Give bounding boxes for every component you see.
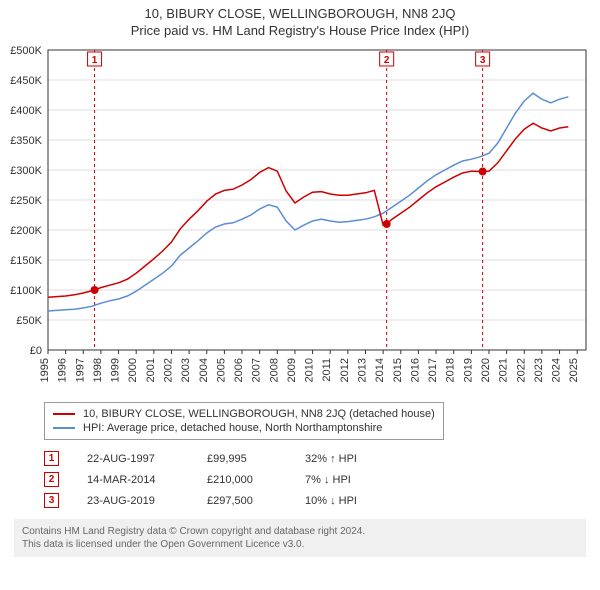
sales-row: 3 23-AUG-2019 £297,500 10% ↓ HPI (44, 490, 586, 511)
page-title: 10, BIBURY CLOSE, WELLINGBOROUGH, NN8 2J… (0, 0, 600, 21)
svg-text:£150K: £150K (10, 255, 42, 267)
svg-text:2016: 2016 (409, 358, 421, 382)
legend-label: 10, BIBURY CLOSE, WELLINGBOROUGH, NN8 2J… (83, 408, 435, 420)
svg-text:2021: 2021 (498, 358, 510, 382)
sales-row: 2 14-MAR-2014 £210,000 7% ↓ HPI (44, 469, 586, 490)
footnote: Contains HM Land Registry data © Crown c… (14, 519, 586, 557)
svg-text:1995: 1995 (39, 358, 51, 382)
legend: 10, BIBURY CLOSE, WELLINGBOROUGH, NN8 2J… (44, 402, 444, 440)
svg-text:2006: 2006 (233, 358, 245, 382)
svg-text:2003: 2003 (180, 358, 192, 382)
sale-date: 23-AUG-2019 (87, 495, 179, 507)
legend-swatch (53, 413, 75, 415)
svg-text:2012: 2012 (339, 358, 351, 382)
svg-text:2024: 2024 (551, 358, 563, 382)
svg-text:1999: 1999 (110, 358, 122, 382)
svg-text:£50K: £50K (16, 315, 42, 327)
page-subtitle: Price paid vs. HM Land Registry's House … (0, 21, 600, 44)
chart: £0 £50K £100K £150K £200K £250K £300K £350K £400… (0, 44, 600, 394)
footnote-line: Contains HM Land Registry data © Crown c… (22, 525, 578, 538)
svg-text:2010: 2010 (304, 358, 316, 382)
sale-date: 22-AUG-1997 (87, 453, 179, 465)
legend-item: 10, BIBURY CLOSE, WELLINGBOROUGH, NN8 2J… (53, 407, 435, 421)
sale-marker-icon: 1 (44, 451, 59, 466)
svg-text:2004: 2004 (198, 358, 210, 382)
svg-text:£200K: £200K (10, 225, 42, 237)
svg-text:1996: 1996 (57, 358, 69, 382)
sale-price: £297,500 (207, 495, 277, 507)
svg-text:2018: 2018 (445, 358, 457, 382)
svg-text:£350K: £350K (10, 135, 42, 147)
svg-text:2008: 2008 (268, 358, 280, 382)
svg-text:£250K: £250K (10, 195, 42, 207)
svg-text:£0: £0 (30, 345, 42, 357)
svg-text:2001: 2001 (145, 358, 157, 382)
svg-text:2019: 2019 (462, 358, 474, 382)
svg-text:1998: 1998 (92, 358, 104, 382)
chart-svg: £0 £50K £100K £150K £200K £250K £300K £350K £400… (0, 44, 600, 394)
svg-text:2017: 2017 (427, 358, 439, 382)
svg-text:£100K: £100K (10, 285, 42, 297)
svg-text:2011: 2011 (321, 358, 333, 382)
svg-text:2002: 2002 (162, 358, 174, 382)
svg-text:1997: 1997 (74, 358, 86, 382)
svg-text:2013: 2013 (357, 358, 369, 382)
sales-row: 1 22-AUG-1997 £99,995 32% ↑ HPI (44, 448, 586, 469)
container: 10, BIBURY CLOSE, WELLINGBOROUGH, NN8 2J… (0, 0, 600, 590)
svg-text:2014: 2014 (374, 358, 386, 382)
sale-hpi-diff: 10% ↓ HPI (305, 495, 395, 507)
sale-marker-icon: 3 (44, 493, 59, 508)
svg-text:£300K: £300K (10, 165, 42, 177)
svg-text:£450K: £450K (10, 75, 42, 87)
svg-text:2009: 2009 (286, 358, 298, 382)
sales-table: 1 22-AUG-1997 £99,995 32% ↑ HPI 2 14-MAR… (44, 448, 586, 511)
svg-text:2000: 2000 (127, 358, 139, 382)
legend-swatch (53, 427, 75, 429)
sale-price: £99,995 (207, 453, 277, 465)
svg-text:2022: 2022 (515, 358, 527, 382)
legend-label: HPI: Average price, detached house, Nort… (83, 422, 382, 434)
svg-text:£500K: £500K (10, 45, 42, 57)
svg-text:2023: 2023 (533, 358, 545, 382)
svg-text:2025: 2025 (568, 358, 580, 382)
sale-marker-icon: 2 (44, 472, 59, 487)
legend-item: HPI: Average price, detached house, Nort… (53, 421, 435, 435)
svg-text:2: 2 (384, 55, 390, 66)
svg-text:1: 1 (92, 55, 98, 66)
sale-date: 14-MAR-2014 (87, 474, 179, 486)
footnote-line: This data is licensed under the Open Gov… (22, 538, 578, 551)
svg-text:2020: 2020 (480, 358, 492, 382)
svg-text:£400K: £400K (10, 105, 42, 117)
sale-hpi-diff: 7% ↓ HPI (305, 474, 395, 486)
sale-hpi-diff: 32% ↑ HPI (305, 453, 395, 465)
svg-text:2007: 2007 (251, 358, 263, 382)
svg-text:3: 3 (480, 55, 486, 66)
svg-text:2005: 2005 (215, 358, 227, 382)
svg-text:2015: 2015 (392, 358, 404, 382)
sale-price: £210,000 (207, 474, 277, 486)
